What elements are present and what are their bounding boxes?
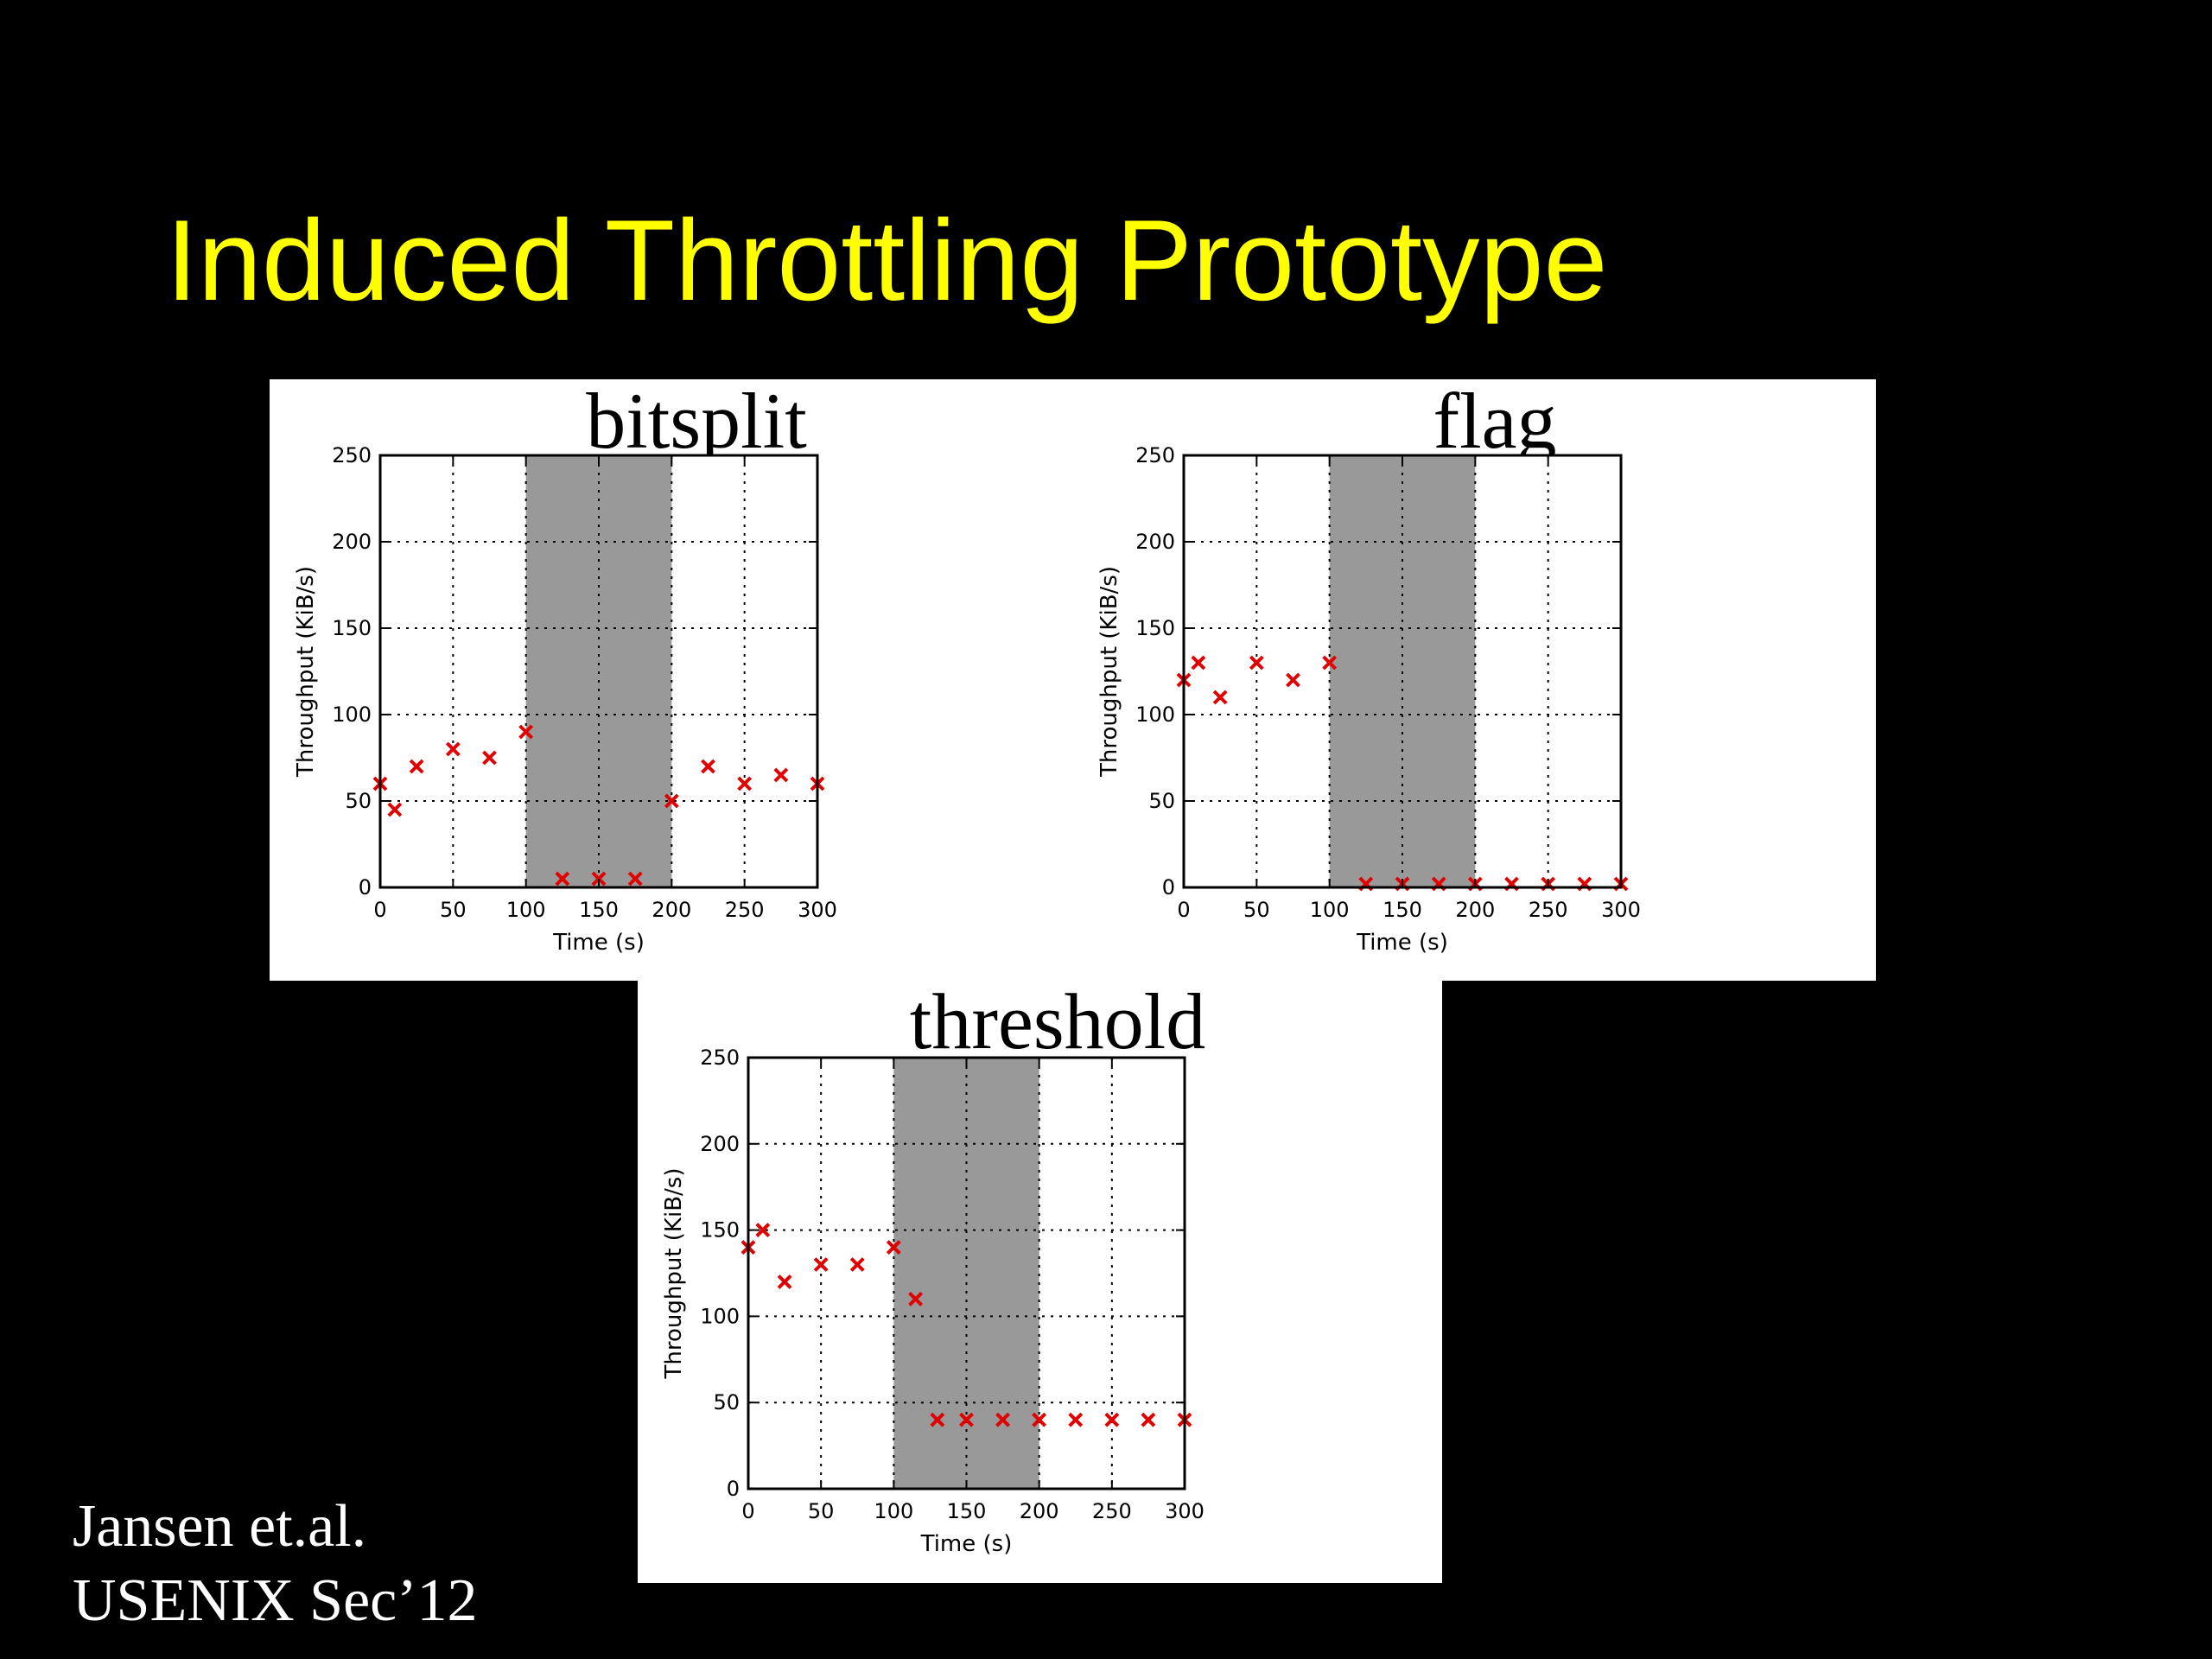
- data-point: [777, 1274, 792, 1289]
- y-tick-label: 50: [1148, 789, 1175, 813]
- y-axis-label: Throughput (KiB/s): [293, 566, 319, 778]
- x-tick-label: 50: [440, 898, 467, 922]
- data-point: [1191, 655, 1206, 671]
- y-tick-label: 100: [700, 1304, 740, 1328]
- y-tick-label: 0: [359, 875, 372, 899]
- data-point: [930, 1412, 945, 1427]
- threshold-chart: 0 50 100 150 200 250 300 0 50 100 150 200 250 Time (s…: [661, 1046, 1205, 1557]
- x-tick-label: 50: [1243, 898, 1270, 922]
- top-charts-panel: bitsplit flag 0 50 100 150 200 250 300 0 50 100 15…: [270, 379, 1876, 981]
- x-tick-label: 50: [808, 1499, 835, 1523]
- y-tick-label: 250: [1135, 443, 1175, 467]
- data-point: [1068, 1412, 1084, 1427]
- data-point: [387, 802, 403, 817]
- y-tick-label: 50: [345, 789, 372, 813]
- citation-venue: USENIX Sec’12: [73, 1567, 478, 1634]
- x-tick-label: 250: [1092, 1499, 1132, 1523]
- data-point: [518, 724, 534, 740]
- x-tick-label: 250: [725, 898, 765, 922]
- data-point: [773, 767, 789, 783]
- x-axis-label: Time (s): [920, 1531, 1013, 1557]
- citation-authors: Jansen et.al.: [73, 1493, 367, 1560]
- x-tick-label: 100: [506, 898, 546, 922]
- data-point: [664, 793, 679, 809]
- data-point: [1286, 672, 1300, 688]
- x-tick-label: 150: [947, 1499, 987, 1523]
- y-tick-label: 250: [700, 1046, 740, 1070]
- y-tick-label: 0: [1162, 875, 1175, 899]
- data-point: [1249, 655, 1264, 671]
- y-tick-label: 200: [1135, 530, 1175, 554]
- bitsplit-chart-title: bitsplit: [586, 377, 807, 465]
- x-tick-label: 200: [1020, 1499, 1059, 1523]
- data-point: [1104, 1412, 1120, 1427]
- slide-title: Induced Throttling Prototype: [166, 197, 1608, 325]
- bitsplit-chart: 0 50 100 150 200 250 300 0 50 100 150 200 250 Time (s…: [293, 443, 837, 956]
- x-axis-label: Time (s): [1356, 930, 1448, 956]
- y-axis-label: Throughput (KiB/s): [661, 1168, 687, 1380]
- x-tick-label: 100: [1310, 898, 1350, 922]
- data-point: [1032, 1412, 1047, 1427]
- data-point: [886, 1240, 901, 1255]
- y-tick-label: 250: [332, 443, 372, 467]
- shaded-region: [893, 1058, 1039, 1489]
- y-tick-label: 150: [700, 1218, 740, 1243]
- flag-chart-title: flag: [1433, 377, 1557, 465]
- x-tick-label: 150: [1382, 898, 1422, 922]
- y-tick-label: 0: [727, 1477, 740, 1501]
- y-tick-label: 100: [332, 702, 372, 727]
- data-point: [1212, 690, 1228, 705]
- data-point: [737, 776, 753, 791]
- data-point: [1141, 1412, 1156, 1427]
- y-tick-label: 200: [700, 1132, 740, 1156]
- x-tick-label: 300: [1165, 1499, 1205, 1523]
- x-tick-label: 0: [741, 1499, 754, 1523]
- x-tick-label: 250: [1529, 898, 1568, 922]
- data-point: [959, 1412, 974, 1427]
- data-point: [908, 1292, 923, 1306]
- data-point: [627, 871, 643, 887]
- data-point: [755, 1223, 771, 1238]
- x-tick-label: 100: [874, 1499, 913, 1523]
- data-point: [813, 1257, 829, 1272]
- x-tick-label: 200: [652, 898, 691, 922]
- x-tick-label: 200: [1455, 898, 1495, 922]
- data-point: [701, 759, 715, 774]
- bottom-chart-panel: threshold 0 50 100 150 200 250 300 0 50 100 150 200…: [638, 978, 1442, 1583]
- y-tick-label: 150: [332, 616, 372, 640]
- x-tick-label: 300: [798, 898, 837, 922]
- data-point: [1322, 655, 1338, 671]
- data-point: [482, 750, 497, 766]
- data-point: [445, 741, 461, 757]
- x-tick-label: 0: [373, 898, 386, 922]
- threshold-chart-title: threshold: [909, 977, 1206, 1065]
- data-point: [555, 871, 570, 887]
- x-tick-label: 150: [579, 898, 619, 922]
- flag-chart: 0 50 100 150 200 250 300 0 50 100 150 200 250 Time (s…: [1096, 443, 1641, 956]
- y-tick-label: 200: [332, 530, 372, 554]
- y-axis-label: Throughput (KiB/s): [1096, 566, 1122, 778]
- y-tick-label: 50: [713, 1390, 740, 1414]
- x-axis-label: Time (s): [552, 930, 645, 956]
- data-point: [849, 1257, 865, 1272]
- y-tick-label: 150: [1135, 616, 1175, 640]
- y-tick-label: 100: [1135, 702, 1175, 727]
- x-tick-label: 300: [1601, 898, 1641, 922]
- data-point: [409, 759, 424, 774]
- data-point: [995, 1412, 1010, 1427]
- x-tick-label: 0: [1177, 898, 1190, 922]
